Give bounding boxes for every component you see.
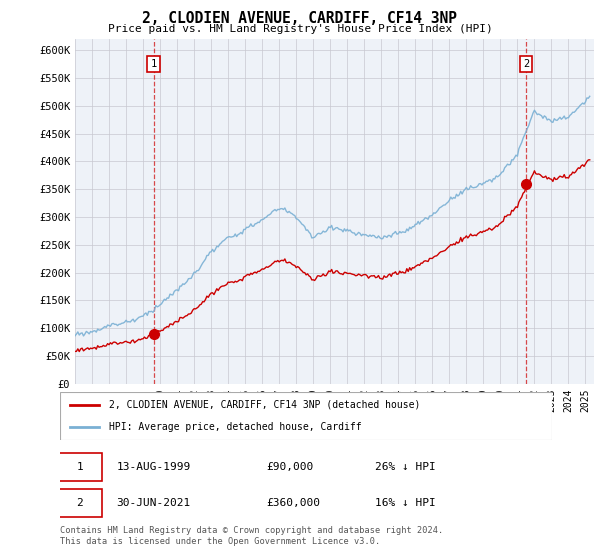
Text: 13-AUG-1999: 13-AUG-1999 [116,461,191,472]
Text: 1: 1 [151,59,157,69]
Text: 1: 1 [76,461,83,472]
Text: Contains HM Land Registry data © Crown copyright and database right 2024.
This d: Contains HM Land Registry data © Crown c… [60,526,443,546]
Text: £90,000: £90,000 [266,461,314,472]
FancyBboxPatch shape [58,452,102,480]
FancyBboxPatch shape [58,489,102,517]
Text: 16% ↓ HPI: 16% ↓ HPI [375,498,436,508]
Text: 26% ↓ HPI: 26% ↓ HPI [375,461,436,472]
Text: £360,000: £360,000 [266,498,320,508]
Text: 2: 2 [523,59,529,69]
Text: 30-JUN-2021: 30-JUN-2021 [116,498,191,508]
Text: Price paid vs. HM Land Registry's House Price Index (HPI): Price paid vs. HM Land Registry's House … [107,24,493,34]
Text: 2, CLODIEN AVENUE, CARDIFF, CF14 3NP (detached house): 2, CLODIEN AVENUE, CARDIFF, CF14 3NP (de… [109,400,421,410]
FancyBboxPatch shape [60,392,552,440]
Text: 2, CLODIEN AVENUE, CARDIFF, CF14 3NP: 2, CLODIEN AVENUE, CARDIFF, CF14 3NP [143,11,458,26]
Text: 2: 2 [76,498,83,508]
Text: HPI: Average price, detached house, Cardiff: HPI: Average price, detached house, Card… [109,422,362,432]
